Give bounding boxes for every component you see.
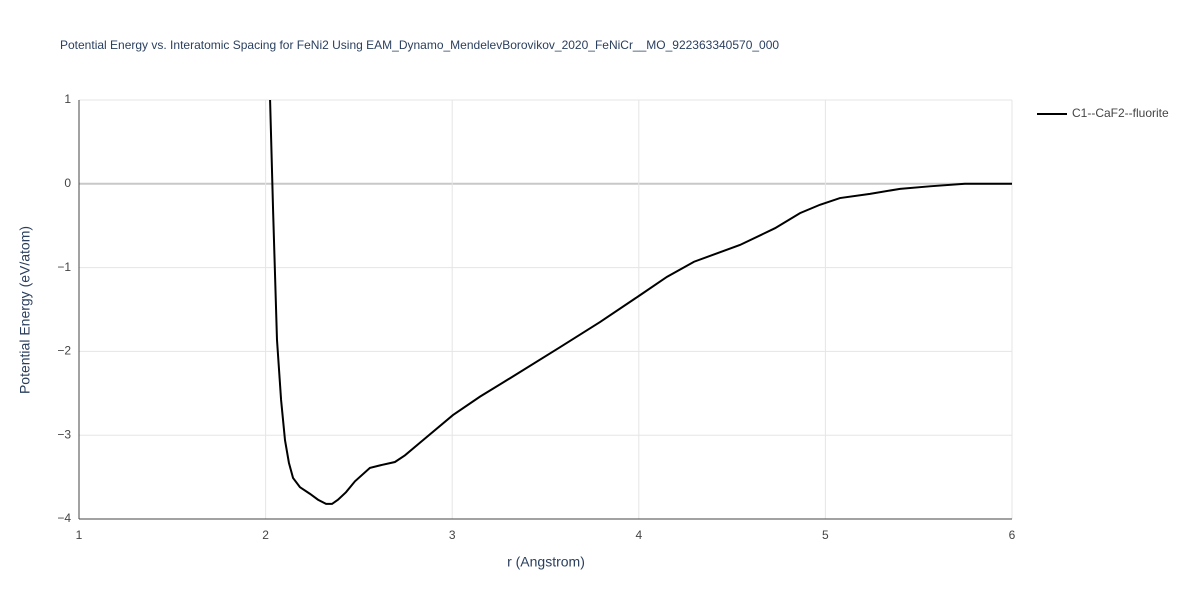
series-line <box>269 100 1012 505</box>
x-tick-label: 5 <box>822 528 829 542</box>
y-tick-label: −1 <box>57 260 71 274</box>
legend-label: C1--CaF2--fluorite <box>1072 106 1169 120</box>
x-tick-label: 3 <box>449 528 456 542</box>
y-tick-label: −3 <box>57 427 71 441</box>
y-tick-label: 1 <box>64 92 71 106</box>
y-axis-label: Potential Energy (eV/atom) <box>17 226 33 394</box>
x-axis-label: r (Angstrom) <box>507 554 585 570</box>
chart-title: Potential Energy vs. Interatomic Spacing… <box>60 38 779 52</box>
y-tick-label: 0 <box>64 176 71 190</box>
y-tick-label: −4 <box>57 511 71 525</box>
x-tick-label: 1 <box>76 528 83 542</box>
y-tick-label: −2 <box>57 344 71 358</box>
x-tick-label: 2 <box>262 528 269 542</box>
x-tick-label: 4 <box>635 528 642 542</box>
x-tick-label: 6 <box>1009 528 1016 542</box>
